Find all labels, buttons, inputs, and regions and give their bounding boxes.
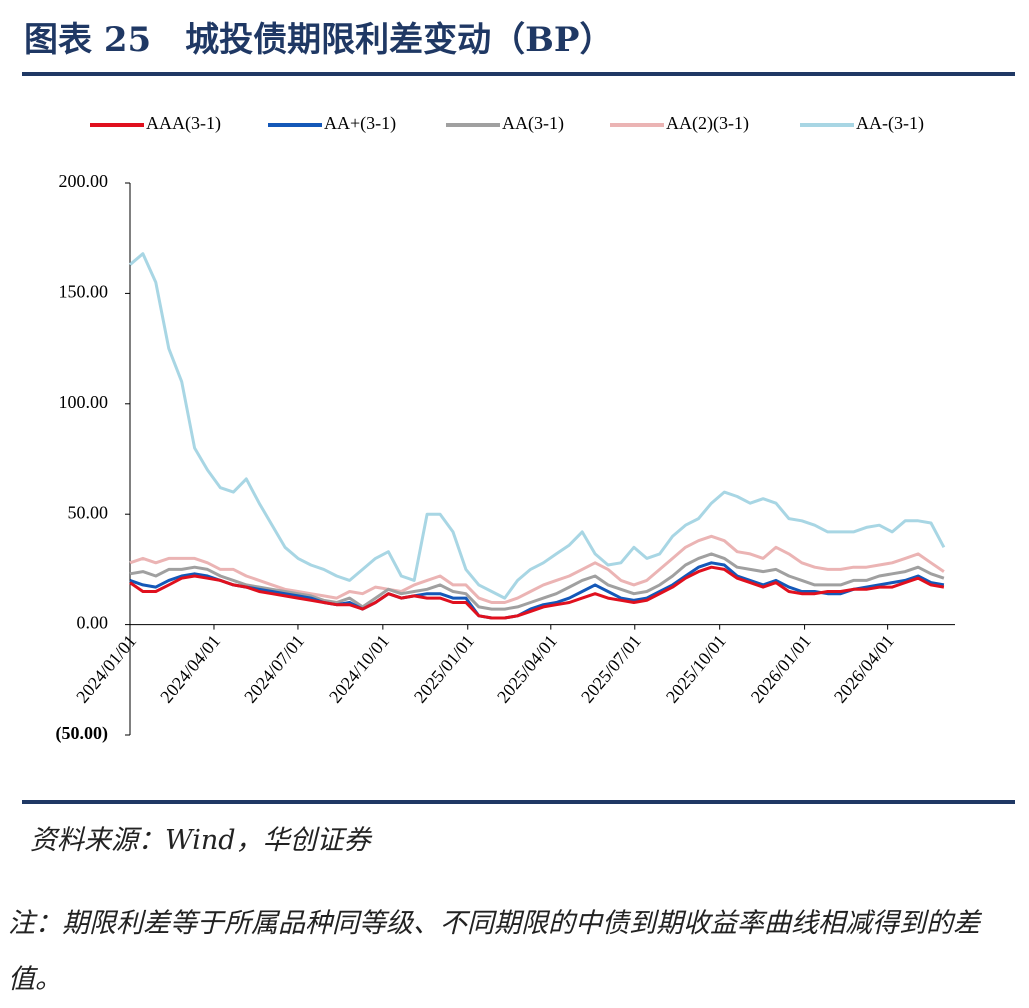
legend-label: AA(2)(3-1) [666,113,749,134]
y-tick-label: 50.00 [68,502,109,522]
x-tick-label: 2025/07/01 [577,631,645,707]
footer-rule [22,800,1015,804]
series-line [129,561,945,620]
series-line [129,565,945,620]
legend-label: AA+(3-1) [324,113,396,134]
chart-title: 图表 25 城投债期限利差变动（BP） [24,20,614,60]
y-tick-label: 150.00 [59,282,109,302]
x-tick-label: 2025/04/01 [493,631,561,707]
series-line [129,534,945,604]
y-tick-label: 100.00 [59,392,109,412]
x-tick-label: 2026/01/01 [747,631,815,707]
x-tick-label: 2024/10/01 [325,631,393,707]
x-tick-label: 2024/07/01 [240,631,308,707]
x-tick-label: 2025/10/01 [662,631,730,707]
legend-label: AA(3-1) [502,113,564,134]
y-tick-label: 0.00 [77,613,109,633]
title-rule [22,72,1015,76]
series-line [129,552,945,611]
legend-label: AA-(3-1) [856,113,924,134]
series-line [129,252,946,600]
source: 资料来源：Wind，华创证券 [30,825,371,856]
chart: 200.00 150.00 100.00 50.00 0.00 (50.00) 2024/0… [56,113,955,744]
x-tick-label: 2026/04/01 [830,631,898,707]
note: 注：期限利差等于所属品种同等级、不同期限的中债到期收益率曲线相减得到的差值。 [8,908,980,995]
legend-label: AAA(3-1) [146,113,221,134]
x-tick-label: 2025/01/01 [410,631,478,707]
y-tick-label: 200.00 [59,171,109,191]
y-tick-label: (50.00) [56,723,109,744]
x-tick-label: 2024/04/01 [156,631,224,707]
